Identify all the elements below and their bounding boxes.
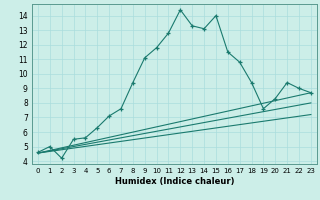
X-axis label: Humidex (Indice chaleur): Humidex (Indice chaleur) bbox=[115, 177, 234, 186]
